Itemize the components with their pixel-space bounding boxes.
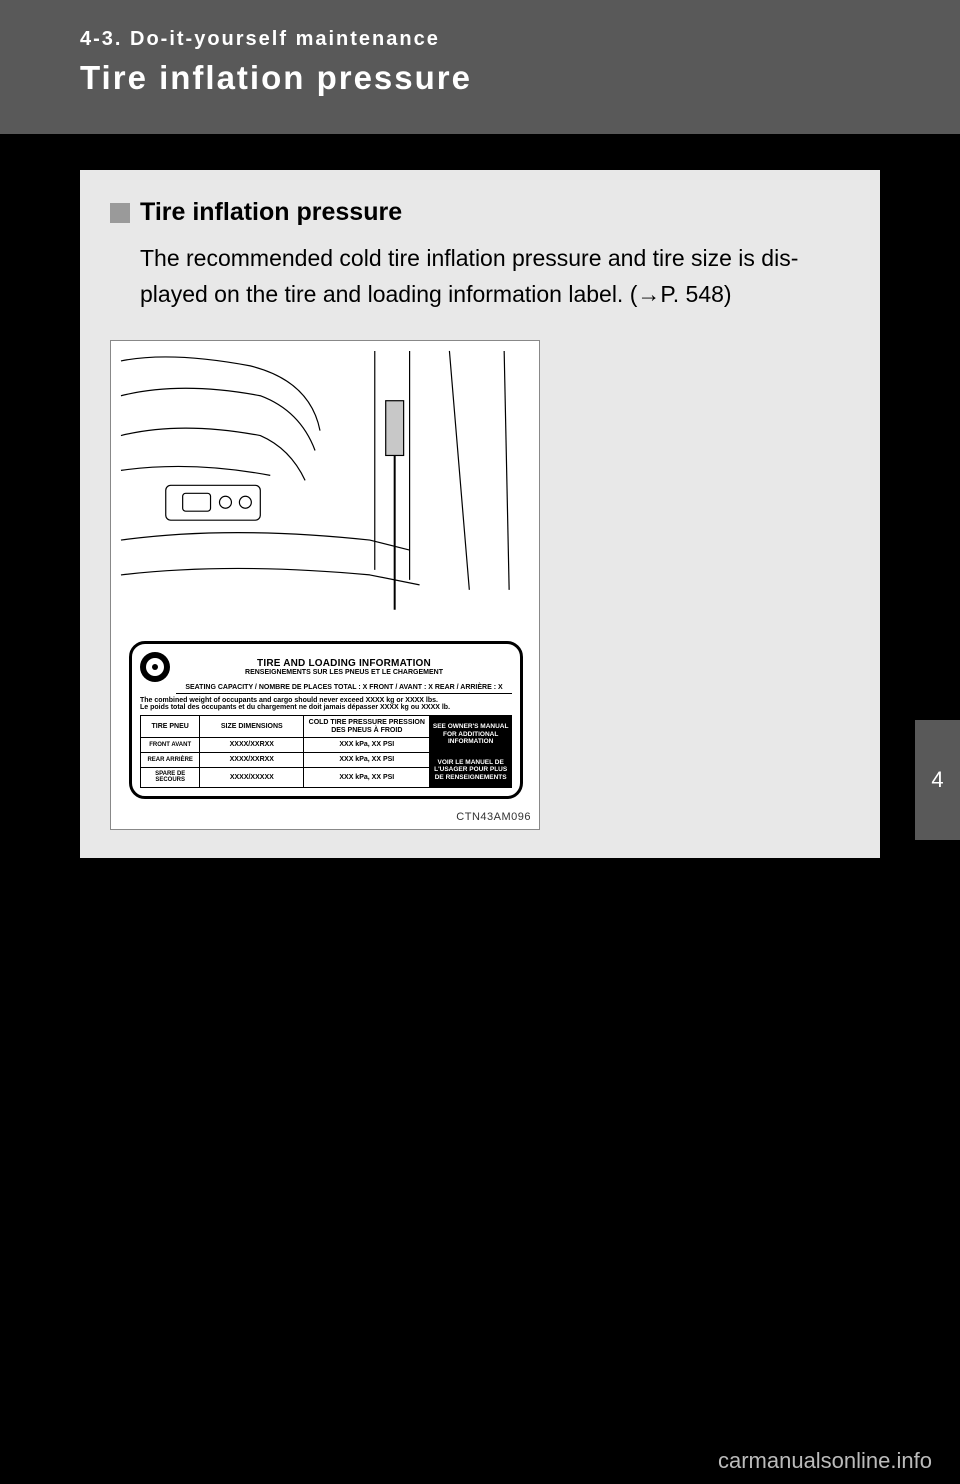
arrow-icon: → [637,281,660,307]
tire-pressure-table: TIRE PNEU SIZE DIMENSIONS COLD TIRE PRES… [140,715,512,788]
label-title-sub: RENSEIGNEMENTS SUR LES PNEUS ET LE CHARG… [176,669,512,676]
th-tire: TIRE PNEU [141,716,200,738]
row-label-rear: REAR ARRIÈRE [141,753,200,768]
row-label-spare: SPARE DE SECOURS [141,767,200,787]
tire-loading-label: TIRE AND LOADING INFORMATION RENSEIGNEME… [129,641,523,799]
chapter-tab: 4 [915,720,960,840]
label-title-main: TIRE AND LOADING INFORMATION [176,658,512,669]
seating-row: SEATING CAPACITY / NOMBRE DE PLACES TOTA… [176,682,512,694]
content-panel: Tire inflation pressure The recommended … [80,170,880,858]
row-size-0: XXXX/XXRXX [200,738,304,753]
row-pressure-0: XXX kPa, XX PSI [304,738,430,753]
weight-row: The combined weight of occupants and car… [140,694,512,715]
figure-code: CTN43AM096 [456,811,531,823]
page-title: Tire inflation pressure [80,59,960,97]
row-pressure-1: XXX kPa, XX PSI [304,753,430,768]
weight-fr: Le poids total des occupants et du charg… [140,704,512,712]
table-row: REAR ARRIÈRE XXXX/XXRXX XXX kPa, XX PSI … [141,753,512,768]
section-label: 4-3. Do-it-yourself maintenance [80,28,960,51]
th-pressure: COLD TIRE PRESSURE PRESSION DES PNEUS À … [304,716,430,738]
label-title-block: TIRE AND LOADING INFORMATION RENSEIGNEME… [176,658,512,676]
header-bar: 4-3. Do-it-yourself maintenance Tire inf… [0,0,960,134]
row-size-1: XXXX/XXRXX [200,753,304,768]
th-size: SIZE DIMENSIONS [200,716,304,738]
voir-manuel-note: VOIR LE MANUEL DE L'USAGER POUR PLUS DE … [430,753,512,788]
row-size-2: XXXX/XXXXX [200,767,304,787]
subheading: Tire inflation pressure [140,198,402,227]
body-text: The recommended cold tire inflation pres… [140,241,852,312]
row-label-front: FRONT AVANT [141,738,200,753]
tire-icon [140,652,170,682]
subheading-row: Tire inflation pressure [110,198,852,227]
watermark: carmanualsonline.info [718,1448,932,1474]
owners-manual-note: SEE OWNER'S MANUAL FOR ADDITIONAL INFORM… [430,716,512,753]
tire-label-figure: TIRE AND LOADING INFORMATION RENSEIGNEME… [110,340,540,830]
weight-en: The combined weight of occupants and car… [140,697,512,705]
label-header: TIRE AND LOADING INFORMATION RENSEIGNEME… [140,652,512,682]
square-bullet-icon [110,203,130,223]
table-header-row: TIRE PNEU SIZE DIMENSIONS COLD TIRE PRES… [141,716,512,738]
row-pressure-2: XXX kPa, XX PSI [304,767,430,787]
body-text-post: P. 548) [660,281,731,307]
